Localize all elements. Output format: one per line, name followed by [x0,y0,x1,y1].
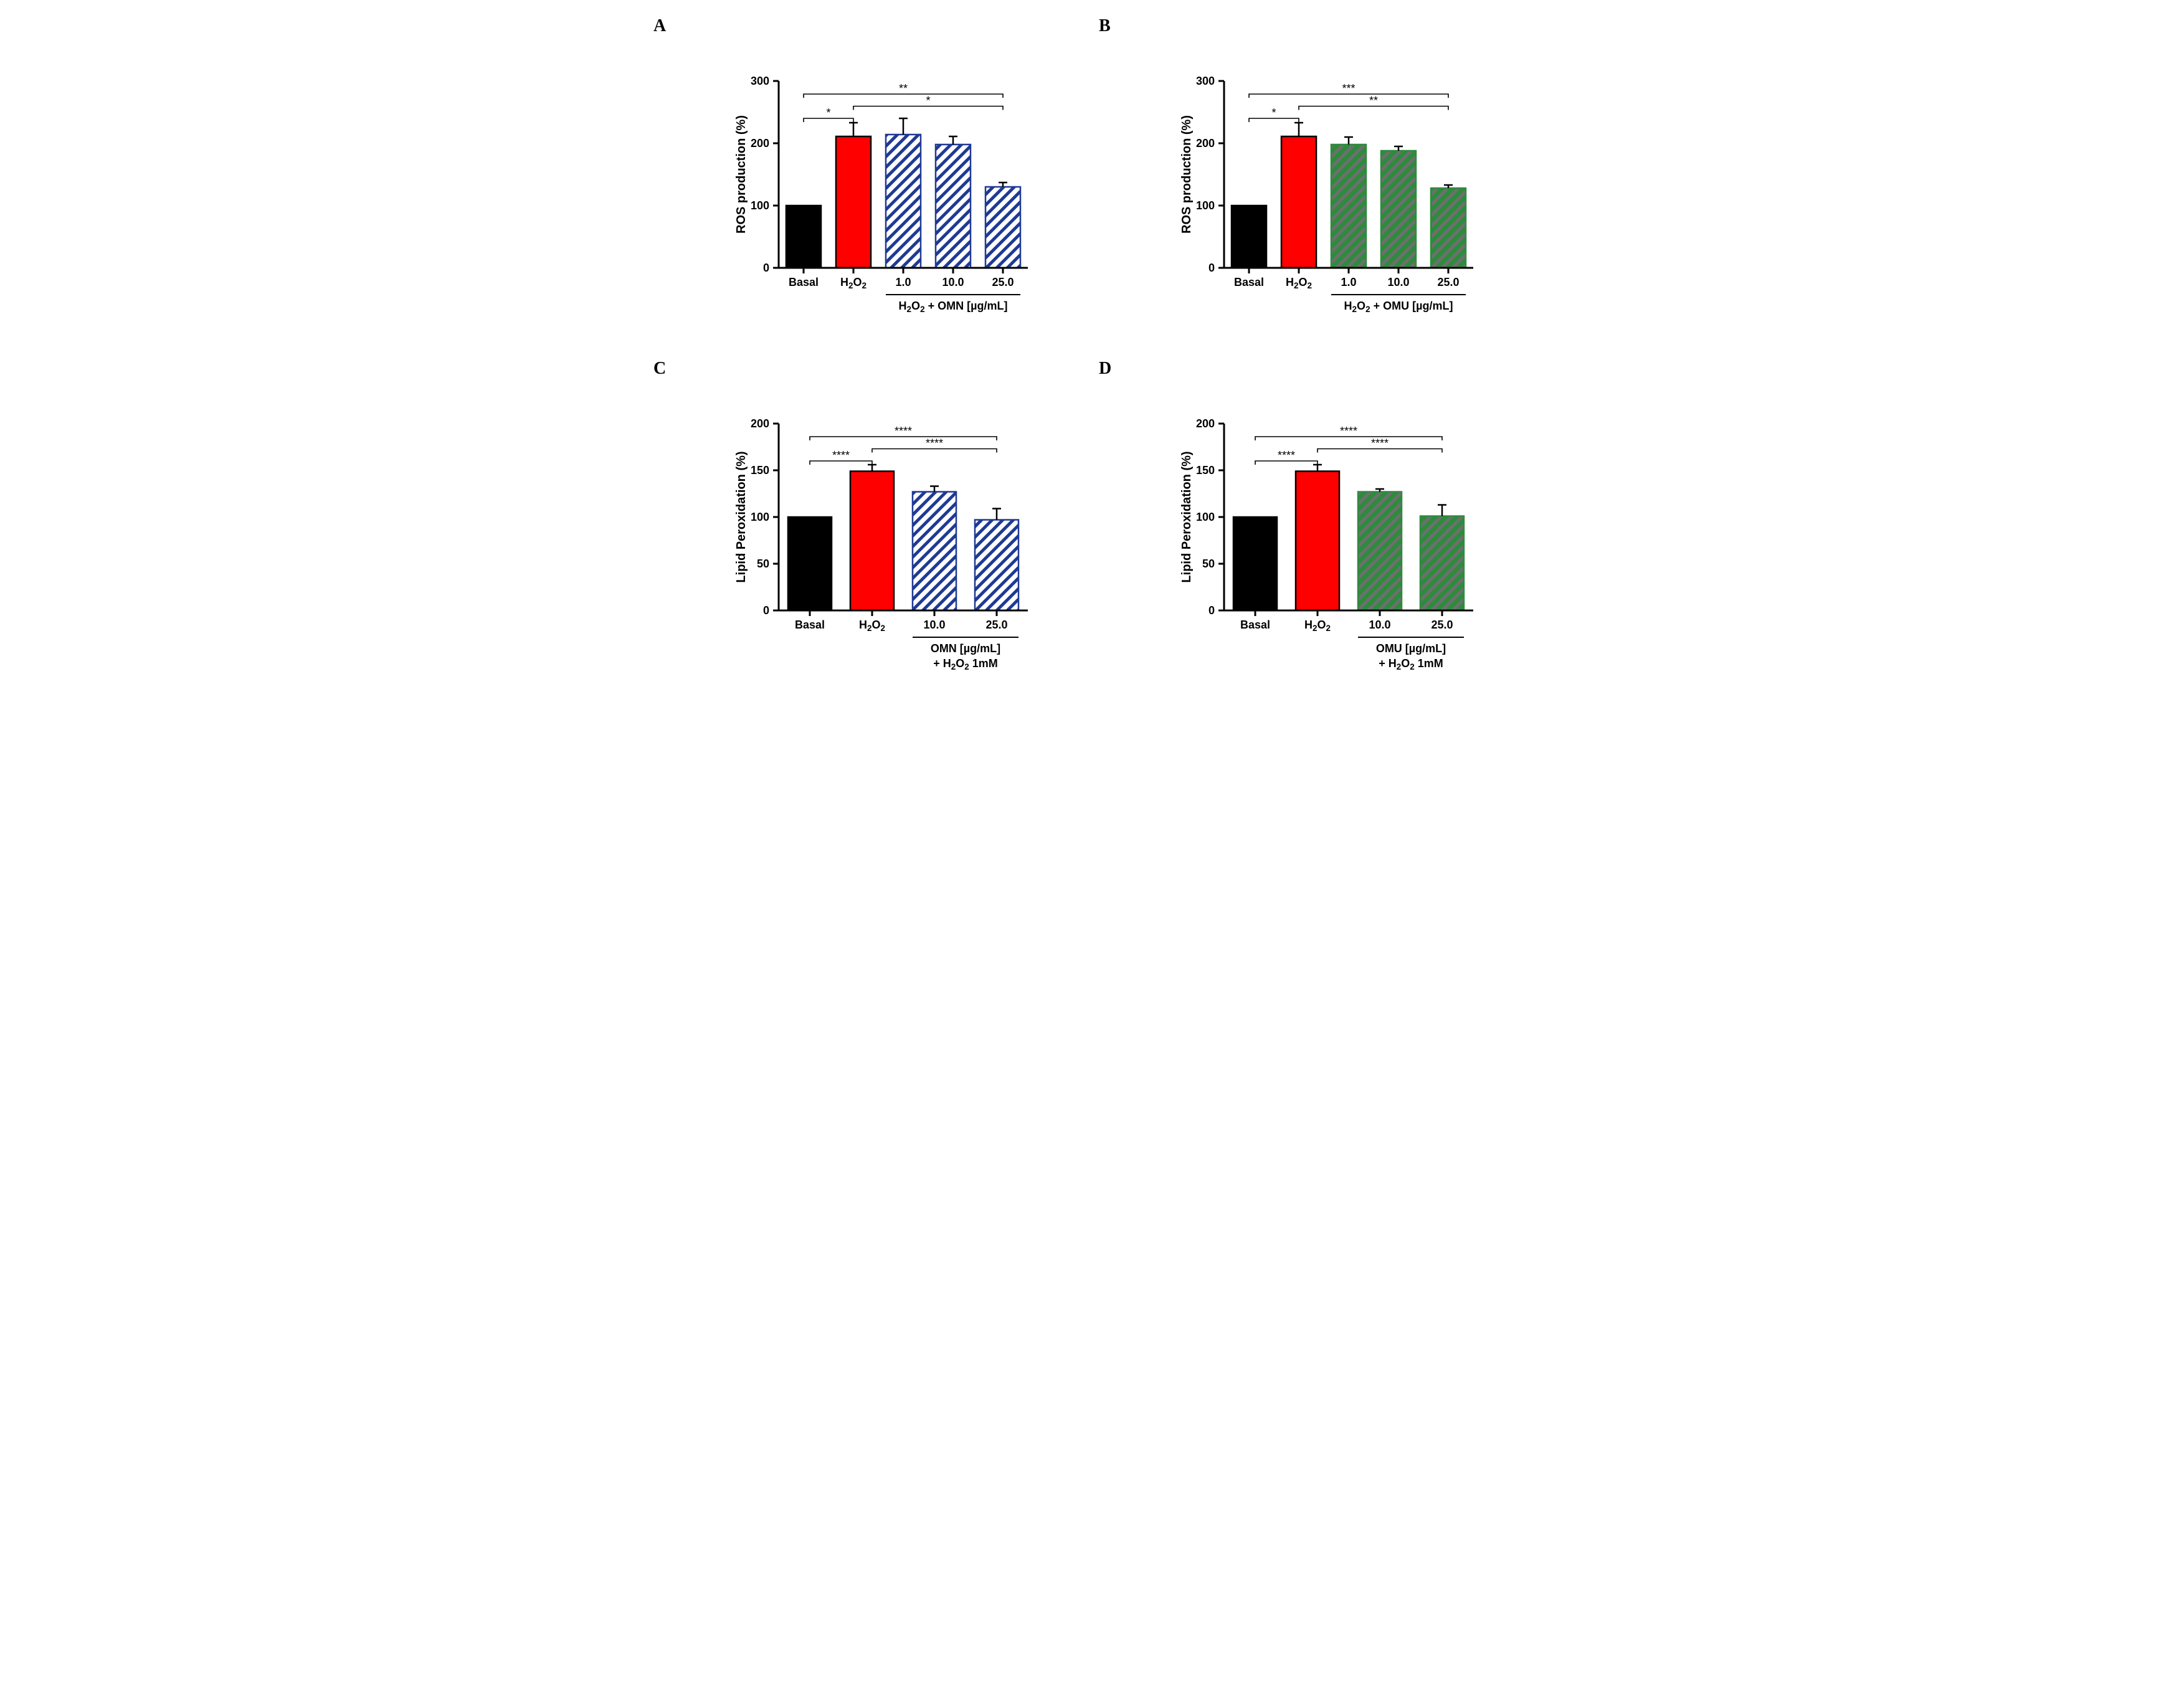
svg-text:Lipid Peroxidation (%): Lipid Peroxidation (%) [1180,451,1194,582]
panel-C: C 0 50 100 150 200 Lipid Peroxidation (%) Basa… [656,361,1083,679]
svg-text:+ H2O2 1mM: + H2O2 1mM [933,657,998,671]
svg-text:10.0: 10.0 [1387,276,1409,288]
svg-text:****: **** [832,449,849,462]
svg-text:Basal: Basal [794,619,824,631]
svg-text:0: 0 [762,604,769,617]
chart-C-wrap: 0 50 100 150 200 Lipid Peroxidation (%) Basal H… [687,368,1083,679]
svg-text:H2O2: H2O2 [858,619,885,633]
panel-letter-C: C [653,359,666,379]
svg-text:300: 300 [1195,75,1214,87]
svg-text:25.0: 25.0 [1431,619,1453,631]
svg-text:*: * [1271,107,1276,119]
svg-text:Basal: Basal [788,276,818,288]
svg-text:H2O2: H2O2 [1304,619,1330,633]
svg-text:25.0: 25.0 [985,619,1007,631]
svg-text:Basal: Basal [1240,619,1270,631]
panel-B: B 0 100 200 300 ROS production (%) Basal H2O2 1… [1101,19,1528,336]
chart-B: 0 100 200 300 ROS production (%) Basal H2O2 1.0… [1175,25,1486,336]
svg-text:25.0: 25.0 [992,276,1014,288]
svg-text:OMN [µg/mL]: OMN [µg/mL] [930,642,1000,655]
svg-text:100: 100 [750,511,769,523]
svg-text:150: 150 [1195,464,1214,477]
svg-text:*: * [826,107,830,119]
svg-text:+ H2O2 1mM: + H2O2 1mM [1379,657,1443,671]
svg-text:10.0: 10.0 [923,619,945,631]
chart-D: 0 50 100 150 200 Lipid Peroxidation (%) Basal H… [1175,368,1486,679]
svg-text:10.0: 10.0 [1369,619,1390,631]
svg-text:200: 200 [1195,137,1214,149]
svg-text:100: 100 [1195,511,1214,523]
svg-text:****: **** [894,425,911,437]
panel-letter-B: B [1099,16,1111,36]
svg-text:0: 0 [762,262,769,274]
svg-text:150: 150 [750,464,769,477]
svg-text:25.0: 25.0 [1437,276,1459,288]
svg-text:****: **** [1277,449,1294,462]
figure-grid: A 0 100 200 300 ROS production (%) Basal H2O2 1… [656,19,1528,679]
svg-text:200: 200 [1195,417,1214,430]
svg-text:0: 0 [1208,604,1214,617]
svg-text:H2O2: H2O2 [840,276,866,290]
svg-text:***: *** [1342,82,1355,95]
svg-text:300: 300 [750,75,769,87]
chart-D-wrap: 0 50 100 150 200 Lipid Peroxidation (%) Basal H… [1132,368,1528,679]
svg-text:ROS production (%): ROS production (%) [1180,115,1194,234]
svg-text:**: ** [1369,95,1377,107]
svg-text:100: 100 [750,199,769,212]
chart-C: 0 50 100 150 200 Lipid Peroxidation (%) Basal H… [730,368,1040,679]
chart-A: 0 100 200 300 ROS production (%) Basal H2O2 1.0… [730,25,1040,336]
svg-text:****: **** [925,437,942,450]
panel-D: D 0 50 100 150 200 Lipid Peroxidation (%) Basa… [1101,361,1528,679]
svg-text:200: 200 [750,137,769,149]
panel-A: A 0 100 200 300 ROS production (%) Basal H2O2 1… [656,19,1083,336]
svg-text:H2O2: H2O2 [1285,276,1311,290]
panel-letter-D: D [1099,359,1111,379]
svg-text:Lipid Peroxidation (%): Lipid Peroxidation (%) [734,451,748,582]
svg-text:****: **** [1339,425,1357,437]
svg-text:0: 0 [1208,262,1214,274]
svg-text:**: ** [898,82,907,95]
svg-text:100: 100 [1195,199,1214,212]
svg-text:1.0: 1.0 [895,276,911,288]
svg-text:H2O2 + OMU [µg/mL]: H2O2 + OMU [µg/mL] [1344,300,1453,314]
svg-text:10.0: 10.0 [942,276,964,288]
svg-text:50: 50 [756,557,769,570]
svg-text:50: 50 [1202,557,1214,570]
svg-text:H2O2 + OMN [µg/mL]: H2O2 + OMN [µg/mL] [898,300,1007,314]
svg-text:OMU [µg/mL]: OMU [µg/mL] [1375,642,1445,655]
panel-letter-A: A [653,16,666,36]
svg-text:ROS production (%): ROS production (%) [734,115,748,234]
svg-text:****: **** [1370,437,1388,450]
svg-text:*: * [926,95,930,107]
svg-text:1.0: 1.0 [1341,276,1356,288]
chart-B-wrap: 0 100 200 300 ROS production (%) Basal H2O2 1.0… [1132,25,1528,336]
svg-text:Basal: Basal [1233,276,1263,288]
svg-text:200: 200 [750,417,769,430]
chart-A-wrap: 0 100 200 300 ROS production (%) Basal H2O2 1.0… [687,25,1083,336]
